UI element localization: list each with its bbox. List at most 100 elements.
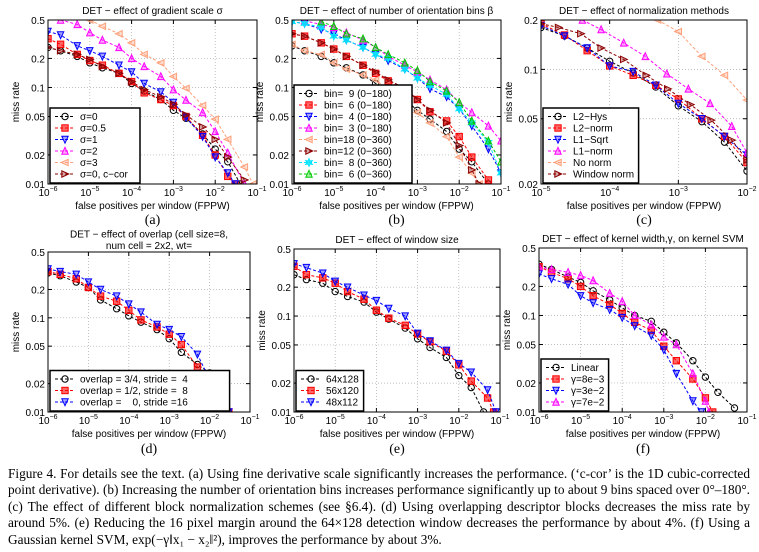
figure-caption: Figure 4. For details see the text. (a) … (8, 466, 750, 547)
legend-marker (553, 158, 562, 167)
data-point (140, 79, 149, 89)
x-tick-label: 10−3 (408, 186, 427, 199)
x-tick-label: 10−2 (449, 414, 468, 427)
data-point (497, 135, 501, 145)
data-point (342, 52, 352, 61)
data-point (223, 169, 232, 178)
legend-label: L1−norm (573, 147, 613, 158)
legend-item: bin=18 (0−360) (299, 135, 392, 146)
data-point (168, 72, 178, 81)
legend-label: L2−Hys (573, 112, 607, 123)
data-point (455, 371, 463, 380)
data-point (360, 291, 368, 301)
data-point (85, 27, 94, 37)
y-tick-label: 0.2 (277, 283, 291, 294)
data-point (84, 283, 93, 292)
data-point (539, 270, 543, 279)
data-point (317, 20, 326, 26)
x-tick-label: 10−5 (571, 414, 590, 427)
x-tick-label: 10−2 (206, 186, 225, 199)
data-point (659, 346, 668, 355)
legend-item: σ=1 (55, 135, 98, 146)
chart-b: DET − effect of number of orientation bi… (255, 6, 511, 228)
x-tick-label: 10−4 (366, 186, 385, 199)
panel-label: (e) (389, 442, 405, 457)
data-point (577, 29, 586, 38)
data-point (182, 110, 191, 119)
x-tick-label: 10−1 (240, 414, 259, 427)
data-point (73, 50, 83, 59)
data-point (730, 404, 739, 412)
y-tick-label: 0.2 (524, 16, 538, 27)
legend-marker (60, 158, 69, 167)
data-point (647, 331, 656, 341)
data-point (697, 408, 706, 412)
data-point (413, 329, 422, 339)
data-point (684, 84, 693, 93)
legend-label: bin= 9 (0−180) (324, 89, 392, 100)
data-point (211, 126, 220, 136)
x-tick-label: 10−5 (531, 186, 550, 199)
data-point (605, 300, 614, 309)
legend-label: σ=0 (80, 112, 98, 123)
data-point (547, 275, 556, 284)
x-tick-label: 10−5 (80, 186, 99, 199)
data-point (426, 337, 434, 346)
data-point (197, 101, 207, 110)
legend-marker (307, 375, 315, 383)
data-point (576, 282, 585, 291)
data-point (240, 176, 250, 184)
data-point (182, 95, 190, 104)
y-tick-label: 0.1 (277, 312, 291, 323)
legend-item: σ=3 (55, 158, 98, 169)
chart-a: DET − effect of gradient scale σ 10−6 10−5… (11, 6, 267, 228)
x-tick-label: 10−3 (160, 414, 179, 427)
legend-marker (305, 123, 313, 132)
data-point (193, 350, 202, 360)
panel-label: (a) (145, 213, 161, 228)
legend-label: No norm (573, 158, 611, 169)
data-point (672, 369, 681, 379)
data-point (294, 262, 298, 271)
x-tick-label: 10−4 (119, 414, 138, 427)
data-point (605, 305, 614, 315)
data-point (547, 264, 556, 274)
data-point (412, 108, 422, 117)
data-point (316, 50, 325, 59)
x-tick-label: 10−1 (247, 186, 266, 199)
legend-box (49, 107, 141, 184)
y-tick-label: 0.05 (26, 113, 46, 124)
data-point (442, 86, 451, 95)
data-point (343, 283, 352, 293)
data-point (589, 299, 598, 308)
x-tick-label: 10−6 (529, 414, 548, 427)
y-axis-label: miss rate (11, 81, 22, 122)
plot-frame (538, 247, 748, 413)
data-point (383, 53, 393, 64)
y-tick-label: 0.5 (31, 16, 45, 27)
series-group (48, 20, 257, 184)
legend-marker (61, 146, 69, 155)
plot-frame (540, 19, 748, 185)
data-point (330, 45, 339, 54)
data-point (211, 153, 220, 162)
data-point (73, 42, 82, 51)
data-point (224, 153, 233, 162)
data-point (455, 132, 463, 141)
y-tick-label: 0.1 (275, 83, 289, 94)
data-point (576, 270, 585, 280)
data-point (455, 97, 464, 107)
data-point (673, 27, 683, 36)
panel-label: (b) (388, 213, 405, 228)
data-point (651, 81, 660, 91)
data-point (342, 28, 351, 38)
legend-label: σ=3 (80, 158, 98, 169)
data-point (165, 325, 174, 335)
x-tick-label: 10−6 (38, 186, 57, 199)
legend-label: 56x120 (326, 386, 359, 397)
data-point (198, 131, 207, 139)
data-point (688, 368, 697, 378)
legend-marker (61, 135, 69, 145)
legend-label: 48x112 (326, 398, 359, 409)
legend-item: σ=0.5 (55, 124, 106, 135)
